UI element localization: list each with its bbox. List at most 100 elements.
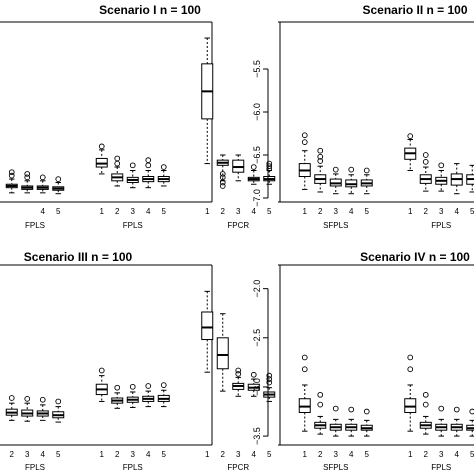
- y-tick-label: −3.5: [252, 427, 262, 445]
- x-tick-label: 2: [424, 207, 429, 216]
- outlier-point: [266, 379, 273, 386]
- outlier-point: [114, 155, 121, 162]
- y-tick-label: −2.5: [252, 329, 262, 347]
- box-iqr: [201, 311, 214, 341]
- x-tick-label: 3: [334, 450, 339, 459]
- box-1-3: 3: [329, 166, 342, 216]
- outlier-point: [39, 396, 46, 403]
- y-tick-label: −7.0: [252, 189, 262, 207]
- box-1-5: 5: [360, 408, 373, 459]
- x-tick-label: 3: [334, 207, 339, 216]
- x-tick-label: 3: [236, 450, 241, 459]
- group-label: FPCR: [227, 221, 249, 230]
- x-tick-label: 2: [318, 207, 323, 216]
- outlier-point: [422, 159, 429, 165]
- box-2-4: 4: [142, 383, 155, 459]
- box-2-5: 5: [157, 164, 170, 216]
- box-2-4: 4: [450, 163, 463, 216]
- outlier-point: [301, 354, 308, 361]
- box-3-5: 5: [263, 160, 276, 216]
- box-2-2: 2: [419, 391, 432, 459]
- panel-title: Scenario II n = 100: [362, 3, 467, 17]
- outlier-point: [363, 167, 370, 174]
- outlier-point: [55, 176, 62, 182]
- outlier-point: [129, 383, 136, 390]
- box-iqr: [216, 337, 229, 370]
- box-1-2: [21, 171, 34, 194]
- outlier-point: [438, 405, 445, 412]
- outlier-point: [219, 174, 226, 181]
- box-2-1: 1: [404, 133, 417, 216]
- outlier-point: [160, 164, 167, 170]
- x-tick-label: 2: [115, 207, 120, 216]
- box-2-4: 4: [142, 157, 155, 216]
- group-label: FPLS: [25, 463, 45, 472]
- box-2-5: 5: [466, 408, 474, 459]
- x-tick-label: 1: [408, 450, 413, 459]
- x-tick-label: 3: [131, 450, 136, 459]
- box-2-5: 5: [466, 164, 474, 216]
- box-1-5: 5: [360, 167, 373, 216]
- outlier-point: [407, 354, 414, 361]
- x-tick-label: 5: [470, 207, 474, 216]
- outlier-point: [219, 171, 226, 177]
- outlier-point: [301, 132, 308, 139]
- x-tick-label: 5: [56, 207, 61, 216]
- group-label: FPCR: [227, 463, 249, 472]
- outlier-point: [98, 367, 105, 374]
- x-tick-label: 4: [349, 207, 354, 216]
- x-tick-label: 3: [236, 207, 241, 216]
- outlier-point: [301, 366, 308, 373]
- outlier-point: [317, 158, 324, 164]
- outlier-point: [8, 395, 15, 401]
- box-2-3: 3: [126, 383, 139, 459]
- x-tick-label: 5: [56, 450, 61, 459]
- outlier-point: [317, 401, 324, 408]
- x-tick-label: 5: [162, 207, 167, 216]
- outlier-point: [98, 143, 105, 150]
- box-2-3: 3: [435, 162, 448, 216]
- box-3-3: 3: [232, 367, 245, 459]
- group-label: FPLS: [123, 221, 143, 230]
- x-tick-label: 4: [146, 450, 151, 459]
- outlier-point: [24, 174, 31, 181]
- x-tick-label: 5: [365, 207, 370, 216]
- x-tick-label: 1: [100, 450, 105, 459]
- x-tick-label: 2: [10, 450, 15, 459]
- box-1-4: 4: [345, 166, 358, 216]
- outlier-point: [332, 405, 339, 412]
- outlier-point: [266, 163, 273, 170]
- panel-title: Scenario I n = 100: [99, 3, 201, 17]
- x-tick-label: 3: [25, 450, 30, 459]
- outlier-point: [438, 162, 445, 169]
- box-2-1: 1: [95, 143, 108, 216]
- box-1-2: 2: [314, 147, 327, 216]
- panel-title: Scenario III n = 100: [24, 250, 133, 264]
- x-tick-label: 1: [205, 450, 210, 459]
- panel-title: Scenario IV n = 100: [360, 250, 470, 264]
- panel-scenario-2: Scenario II n = 100 −7.0 −6.5 −6.0 −5.5 1 2 3 4 5…: [252, 3, 474, 230]
- outlier-point: [235, 371, 242, 377]
- outlier-point: [250, 164, 257, 170]
- x-tick-label: 4: [349, 450, 354, 459]
- group-label: SFPLS: [323, 221, 348, 230]
- outlier-point: [145, 383, 152, 389]
- outlier-point: [317, 147, 324, 154]
- x-tick-label: 3: [439, 207, 444, 216]
- outlier-point: [39, 174, 46, 181]
- panel-scenario-4: Scenario IV n = 100 −3.5 −3.0 −2.5 −2.0 1 2 3 4 5…: [252, 250, 474, 472]
- box-1-4: 5: [52, 398, 65, 459]
- box-1-1: 1: [298, 354, 311, 459]
- outlier-point: [235, 367, 242, 374]
- outlier-point: [160, 382, 167, 388]
- x-tick-label: 4: [41, 207, 46, 216]
- outlier-point: [422, 152, 429, 158]
- box-3-2: 2: [216, 313, 229, 459]
- box-1-2: 2: [314, 391, 327, 459]
- x-tick-label: 2: [115, 450, 120, 459]
- group-label: FPLS: [25, 221, 45, 230]
- x-tick-label: 5: [267, 207, 272, 216]
- x-tick-label: 4: [41, 450, 46, 459]
- box-1-1: 1: [298, 132, 311, 216]
